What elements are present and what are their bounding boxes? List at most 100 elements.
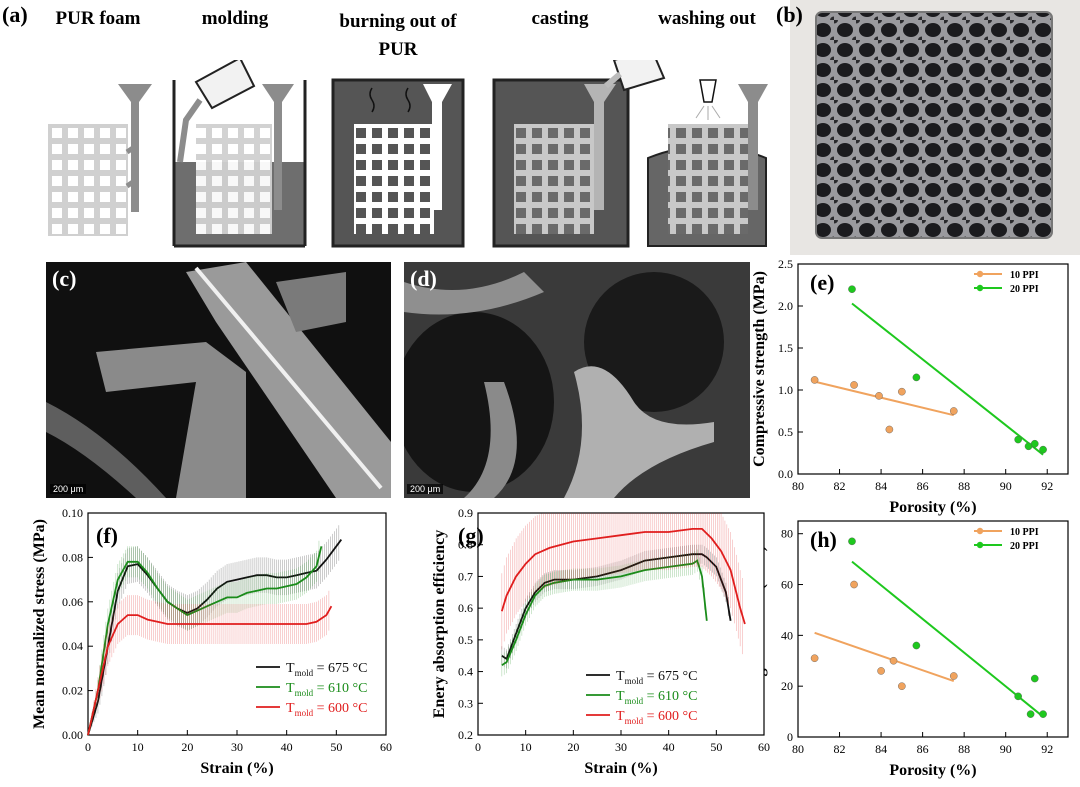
data-point xyxy=(848,285,856,294)
series-line xyxy=(501,559,708,666)
data-point xyxy=(949,672,958,680)
x-tick-label: 0 xyxy=(475,740,481,754)
data-point xyxy=(912,373,921,382)
x-tick-label: 30 xyxy=(231,740,243,754)
y-tick-label: 80 xyxy=(781,527,793,541)
x-tick-label: 84 xyxy=(875,742,887,756)
x-tick-label: 20 xyxy=(181,740,193,754)
chart-g-energy-absorption-efficiency: 0 10 20 30 40 50 60 0.2 0.3 0.4 0.5 0.6 0.7 0.8 0.9 Str… xyxy=(431,506,770,777)
y-tick-label: 0.5 xyxy=(458,633,473,647)
panel-a-label: (a) xyxy=(2,2,28,27)
y-tick-label: 60 xyxy=(781,578,793,592)
step-molding-illustration xyxy=(172,60,307,248)
y-tick-label: 0.08 xyxy=(62,550,83,564)
x-tick-label: 92 xyxy=(1041,742,1053,756)
fit-line xyxy=(814,380,955,417)
legend-marker xyxy=(976,541,984,549)
panel-label: (e) xyxy=(810,270,834,295)
fit-line xyxy=(814,631,955,683)
data-point xyxy=(810,376,819,384)
y-tick-label: 1.5 xyxy=(778,341,793,355)
x-tick-label: 10 xyxy=(132,740,144,754)
data-point xyxy=(850,580,858,589)
step-burning-out-illustration xyxy=(331,78,465,248)
x-tick-label: 80 xyxy=(792,479,804,493)
step-title-washing-out: washing out xyxy=(658,8,756,29)
y-tick-label: 0.8 xyxy=(458,538,473,552)
legend-label: 20 PPI xyxy=(1010,284,1039,295)
legend-label: 20 PPI xyxy=(1010,541,1039,552)
scale-bar-d: 200 μm xyxy=(407,484,444,494)
x-tick-label: 90 xyxy=(1000,479,1012,493)
x-tick-label: 40 xyxy=(281,740,293,754)
data-point xyxy=(848,537,856,546)
y-tick-label: 0.2 xyxy=(458,728,473,742)
y-tick-label: 0.9 xyxy=(458,506,473,520)
x-tick-label: 80 xyxy=(792,742,804,756)
x-axis-label: Strain (%) xyxy=(200,760,273,777)
x-tick-label: 92 xyxy=(1041,479,1053,493)
legend-label: Tmold = 610 °C xyxy=(616,689,697,706)
y-axis-label: Mean normalized stress (MPa) xyxy=(31,519,48,729)
chart-e-compressive-strength: 80 82 84 86 88 90 92 0.0 0.5 1.0 1.5 2.0 2.5 Porosity… xyxy=(751,257,1069,516)
panel-label: (h) xyxy=(810,527,837,552)
step-title-molding: molding xyxy=(201,8,269,29)
x-tick-label: 88 xyxy=(958,742,970,756)
x-tick-label: 0 xyxy=(85,740,91,754)
y-tick-label: 0.0 xyxy=(778,467,793,481)
data-point xyxy=(1030,439,1039,448)
scale-bar-c: 200 μm xyxy=(50,484,87,494)
sem-image-c xyxy=(46,262,391,498)
x-tick-label: 40 xyxy=(663,740,675,754)
x-tick-label: 20 xyxy=(567,740,579,754)
panel-d-label: (d) xyxy=(410,266,437,291)
series-line xyxy=(501,553,732,661)
legend-marker xyxy=(976,284,984,292)
x-tick-label: 86 xyxy=(917,742,929,756)
x-tick-label: 86 xyxy=(917,479,929,493)
x-tick-label: 50 xyxy=(330,740,342,754)
y-axis-label: Enery absorption efficiency xyxy=(431,530,448,718)
step-title-pur-foam: PUR foam xyxy=(55,8,141,29)
data-point xyxy=(885,425,894,434)
y-tick-label: 2.5 xyxy=(778,257,793,271)
panel-b-label: (b) xyxy=(776,2,803,27)
y-tick-label: 20 xyxy=(781,679,793,693)
x-tick-label: 90 xyxy=(1000,742,1012,756)
y-tick-label: 0.04 xyxy=(62,639,83,653)
legend-marker xyxy=(976,270,984,278)
y-tick-label: 0.4 xyxy=(458,665,473,679)
x-axis-label: Porosity (%) xyxy=(889,499,976,516)
x-tick-label: 60 xyxy=(380,740,392,754)
step-casting-illustration xyxy=(492,60,666,248)
y-tick-label: 0.6 xyxy=(458,601,473,615)
step-title-casting: casting xyxy=(531,8,589,29)
x-tick-label: 60 xyxy=(758,740,770,754)
process-schematic xyxy=(48,60,768,248)
series-line xyxy=(500,528,746,625)
step-title-burning-out: burning out of PUR xyxy=(339,11,457,60)
y-tick-label: 0.00 xyxy=(62,728,83,742)
y-tick-label: 0.7 xyxy=(458,569,473,583)
x-tick-label: 82 xyxy=(834,479,846,493)
legend-label: Tmold = 610 °C xyxy=(286,681,367,698)
y-tick-label: 0 xyxy=(787,730,793,744)
panel-label: (g) xyxy=(458,523,484,548)
legend-label: 10 PPI xyxy=(1010,527,1039,538)
series-line xyxy=(87,546,323,736)
step-washing-out-illustration xyxy=(647,79,768,247)
fit-line xyxy=(851,302,1044,456)
y-tick-label: 0.5 xyxy=(778,425,793,439)
x-axis-label: Strain (%) xyxy=(584,760,657,777)
y-tick-label: 0.06 xyxy=(62,595,83,609)
x-tick-label: 50 xyxy=(710,740,722,754)
y-axis-label: Compressive strength (MPa) xyxy=(751,271,768,467)
panel-c-label: (c) xyxy=(52,266,77,291)
chart-f-mean-normalized-stress: 0 10 20 30 40 50 60 0.00 0.02 0.04 0.06 0.08 0.10 Str… xyxy=(31,506,392,777)
x-axis-label: Porosity (%) xyxy=(889,762,976,779)
data-point xyxy=(898,387,906,396)
data-point xyxy=(898,682,906,690)
y-tick-label: 0.3 xyxy=(458,696,473,710)
panel-label: (f) xyxy=(96,523,118,548)
